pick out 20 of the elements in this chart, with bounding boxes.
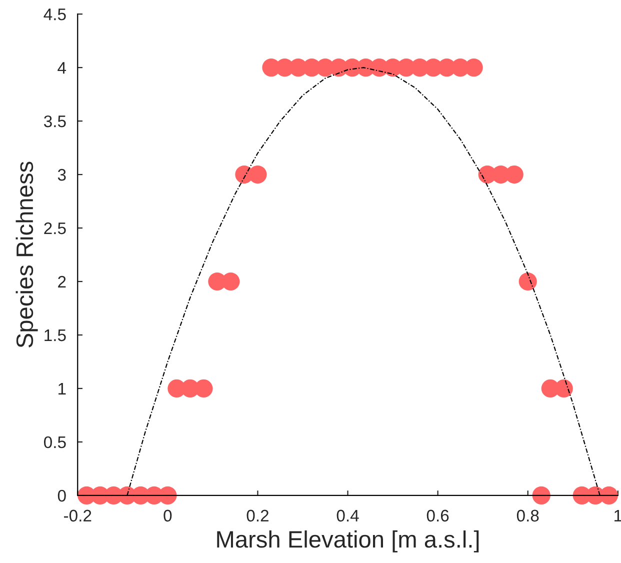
y-tick-label: 3.5 (44, 115, 66, 128)
y-tick-label: 3 (58, 168, 66, 181)
y-tick-label: 4 (58, 62, 66, 74)
y-tick-label: 2.5 (44, 222, 66, 234)
y-tick-label: 0 (58, 490, 66, 502)
x-tick-label: -0.2 (64, 510, 92, 522)
y-tick-label: 4.5 (44, 8, 66, 20)
x-tick-label: 0.2 (246, 510, 268, 522)
y-axis-title: Species Richness (16, 162, 38, 348)
point (532, 486, 550, 504)
x-axis-title: Marsh Elevation [m a.s.l.] (217, 530, 479, 552)
x-tick-label: 0.8 (516, 510, 539, 522)
y-tick-label: 1.5 (44, 330, 66, 342)
x-tick-label: 0 (164, 510, 172, 522)
y-tick-label: 2 (58, 276, 66, 288)
point (518, 272, 537, 291)
y-tick-label: 1 (58, 383, 66, 395)
x-tick-label: 0.6 (426, 510, 449, 522)
x-tick-label: 0.4 (336, 510, 359, 522)
y-tick-label: 0.5 (44, 436, 66, 448)
